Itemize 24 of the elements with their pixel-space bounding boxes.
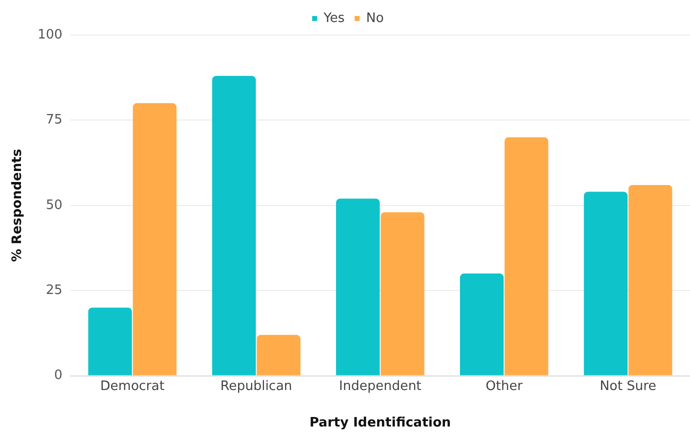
bar bbox=[212, 76, 256, 376]
bar bbox=[336, 198, 380, 376]
y-tick-label: 50 bbox=[46, 198, 62, 213]
x-tick-label: Independent bbox=[339, 378, 422, 394]
y-tick-label: 0 bbox=[54, 368, 62, 384]
bar bbox=[504, 137, 548, 376]
y-tick-label: 100 bbox=[38, 27, 62, 42]
legend-label: Yes bbox=[322, 10, 345, 26]
y-axis-title: % Respondents bbox=[10, 148, 26, 262]
x-tick-label: Other bbox=[486, 378, 524, 394]
x-tick-label: Democrat bbox=[100, 378, 164, 394]
bar bbox=[380, 212, 424, 376]
bar bbox=[88, 308, 132, 376]
y-tick-label: 25 bbox=[46, 282, 62, 298]
legend-label: No bbox=[366, 10, 384, 26]
x-tick-label: Not Sure bbox=[600, 378, 656, 394]
bar bbox=[584, 192, 628, 376]
bar bbox=[256, 334, 300, 376]
x-tick-label: Republican bbox=[220, 378, 292, 394]
bar bbox=[460, 274, 504, 376]
x-axis-title: Party Identification bbox=[309, 416, 451, 431]
bar bbox=[628, 184, 672, 376]
y-tick-label: 75 bbox=[46, 112, 62, 128]
bar bbox=[132, 103, 177, 376]
